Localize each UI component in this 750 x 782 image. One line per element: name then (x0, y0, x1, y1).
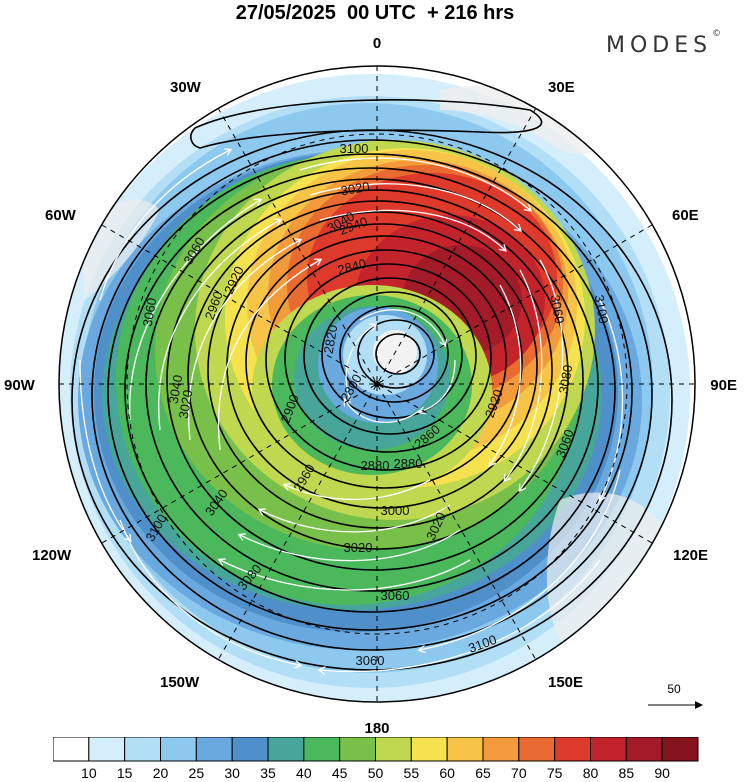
colorbar-tick-label: 70 (511, 765, 527, 781)
colorbar-tick-label: 15 (116, 765, 133, 781)
lon-label-120w: 120W (32, 547, 72, 564)
contour-label: 3000 (381, 503, 410, 518)
colorbar-box (590, 737, 627, 762)
colorbar-tick-label: 80 (582, 765, 599, 781)
colorbar-box (160, 737, 197, 762)
colorbar (53, 737, 699, 762)
colorbar-tick-label: 85 (618, 765, 635, 781)
colorbar-box (482, 737, 520, 762)
colorbar-tick-label: 65 (475, 765, 491, 781)
vector-reference-label: 50 (667, 682, 681, 696)
brand-name: MODES (606, 33, 713, 58)
colorbar-tick-label: 20 (152, 765, 169, 781)
colorbar-tick-label: 45 (331, 765, 348, 781)
brand-mark: © (712, 28, 722, 39)
contour-label: 3060 (356, 653, 385, 668)
lon-label-120e: 120E (673, 547, 708, 564)
lon-label-90e: 90E (710, 377, 737, 394)
contour-label: 3020 (344, 540, 373, 555)
colorbar-box (267, 737, 305, 762)
colorbar-tick-label: 30 (224, 765, 240, 781)
lon-label-0: 0 (373, 35, 381, 52)
colorbar-tick-label: 25 (188, 765, 205, 781)
north-pole-dot (374, 381, 380, 387)
colorbar-box (88, 737, 126, 762)
colorbar-box (375, 737, 412, 762)
colorbar-box (53, 737, 90, 762)
colorbar-box (446, 737, 484, 762)
colorbar-tick-label: 35 (260, 765, 276, 781)
colorbar-tick-label: 90 (654, 765, 670, 781)
contour-label: 3100 (592, 294, 612, 325)
map-border (58, 65, 696, 703)
colorbar-box (339, 737, 377, 762)
lon-label-30w: 30W (170, 79, 202, 96)
contour-label: 3060 (548, 294, 568, 325)
contour-label: 2880 (361, 458, 390, 473)
contour-label: 3020 (340, 179, 371, 199)
contour-label: 3080 (556, 364, 576, 395)
lon-label-30e: 30E (548, 79, 575, 96)
colorbar-tick-label: 55 (403, 765, 420, 781)
wind-vectors (79, 150, 624, 672)
colorbar-box (124, 737, 161, 762)
colorbar-tick-label: 60 (439, 765, 455, 781)
graticule (59, 66, 695, 702)
colorbar-box (195, 737, 233, 762)
lon-label-90w: 90W (4, 377, 36, 394)
colorbar-box (554, 737, 592, 762)
lon-label-180: 180 (364, 720, 389, 737)
lon-label-60e: 60E (672, 207, 699, 224)
colorbar-box (661, 737, 699, 762)
contour-label: 2840 (336, 256, 368, 278)
height-contours (71, 99, 673, 671)
map-title: 27/05/2025 00 UTC + 216 hrs (235, 2, 515, 24)
lon-label-150w: 150W (160, 674, 200, 691)
lon-label-150e: 150E (548, 674, 583, 691)
colorbar-box (410, 737, 448, 762)
colorbar-box (518, 737, 556, 762)
colorbar-tick-label: 10 (81, 765, 97, 781)
colorbar-box (303, 737, 341, 762)
contour-label: 2820 (321, 324, 341, 355)
lon-label-60w: 60W (45, 207, 77, 224)
colorbar-box (625, 737, 663, 762)
brand-logo: MODES© (606, 29, 721, 58)
colorbar-tick-label: 50 (367, 765, 384, 781)
contour-label: 3060 (381, 588, 410, 603)
contour-label: 2880 (394, 456, 423, 471)
colorbar-tick-label: 40 (296, 765, 312, 781)
contour-label: 3020 (176, 389, 196, 420)
contour-label: 3040 (166, 374, 186, 405)
colorbar-box (231, 737, 269, 762)
contour-label: 3060 (140, 297, 160, 328)
colorbar-tick-label: 75 (546, 765, 563, 781)
contour-label: 3100 (340, 141, 369, 156)
